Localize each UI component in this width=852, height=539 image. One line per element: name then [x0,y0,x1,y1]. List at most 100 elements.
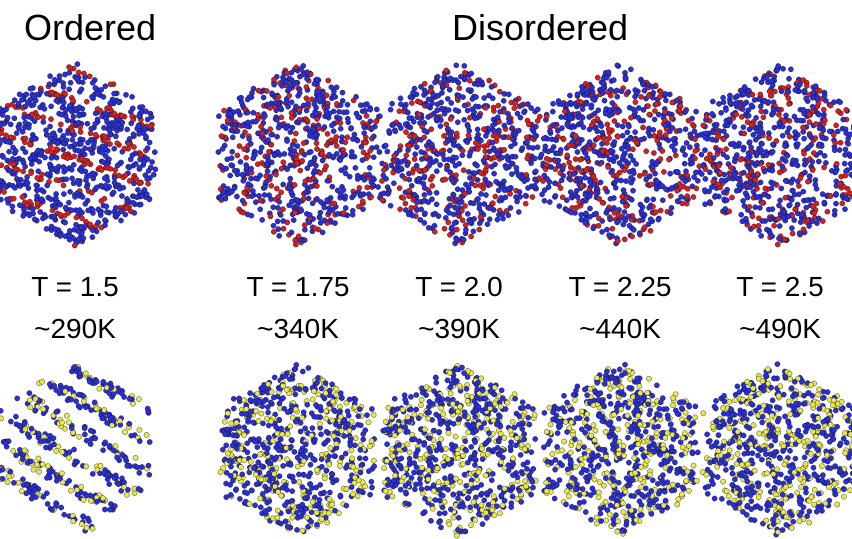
particle [562,109,567,114]
particle [65,156,70,161]
particle [312,226,317,231]
particle [398,463,403,468]
particle [617,160,622,165]
particle [311,127,316,132]
particle [76,392,81,397]
particle [27,391,32,396]
particle [479,491,484,496]
particle [266,410,271,415]
particle [26,114,31,119]
particle [349,448,354,453]
particle [636,105,641,110]
particle [280,432,285,437]
particle [443,446,448,451]
particle [620,194,625,199]
particle [616,207,621,212]
particle [57,391,62,396]
particle [625,130,630,135]
particle [383,419,388,424]
particle [578,120,583,125]
particle [533,436,538,441]
particle [125,463,130,468]
particle [446,107,451,112]
particle [248,398,253,403]
particle [489,164,494,169]
particle [424,452,429,457]
particle [623,75,628,80]
particle [63,220,68,225]
particle [317,497,322,502]
particle [429,127,434,132]
kelvin-label: ~390K [418,313,500,344]
particle [407,134,412,139]
particle [60,420,65,425]
particle [564,102,569,107]
particle [344,487,349,492]
particle [300,528,305,533]
particle [449,130,454,135]
particle [483,473,488,478]
particle [284,387,289,392]
particle [103,111,108,116]
particle [683,109,688,114]
particle [133,161,138,166]
particle [137,470,142,475]
particle [287,93,292,98]
particle [27,398,32,403]
particle [309,411,314,416]
particle [596,223,601,228]
particle [231,396,236,401]
particle [40,379,45,384]
particle [102,218,107,223]
particle [17,126,22,131]
particle [480,388,485,393]
particle [269,183,274,188]
particle [143,109,148,114]
particle [498,431,503,436]
particle [522,431,527,436]
particle [645,197,650,202]
particle [262,192,267,197]
particle [293,131,298,136]
particle [264,173,269,178]
particle [35,175,40,180]
particle [478,183,483,188]
particle [232,168,237,173]
particle [519,499,524,504]
particle [457,200,462,205]
particle [20,146,25,151]
particle [615,220,620,225]
particle [377,149,382,154]
particle [300,369,305,374]
particle [605,189,610,194]
particle [262,445,267,450]
temperature-label: T = 1.5 [31,271,118,302]
particle [252,454,257,459]
particle [661,169,666,174]
particle [606,164,611,169]
particle [456,80,461,85]
particle [513,396,518,401]
particle [530,406,535,411]
particle [422,174,427,179]
particle [426,404,431,409]
particle [283,519,288,524]
particle [234,487,239,492]
particle [291,479,296,484]
particle [468,523,473,528]
particle [368,148,373,153]
particle [107,443,112,448]
particle [77,434,82,439]
particle [589,85,594,90]
particle [308,452,313,457]
particle [638,202,643,207]
particle [54,409,59,414]
particle [273,100,278,105]
particle [271,395,276,400]
particle [93,111,98,116]
particle [258,198,263,203]
particle [90,80,95,85]
particle [451,142,456,147]
particle [284,487,289,492]
particle [422,192,427,197]
